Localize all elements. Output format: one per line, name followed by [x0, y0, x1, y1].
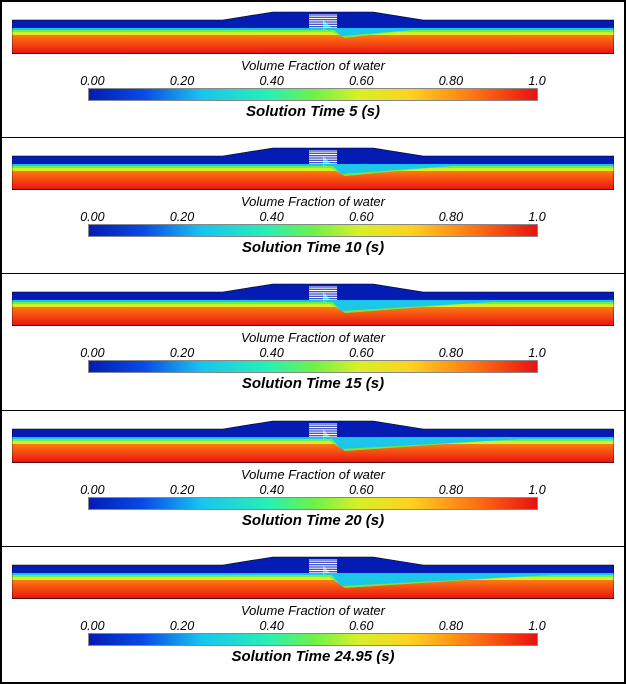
solution-time-label: Solution Time 5 (s): [246, 103, 380, 120]
colorbar: [88, 633, 539, 646]
legend-tick: 0.00: [80, 210, 104, 224]
time-prefix: Solution Time: [246, 103, 349, 120]
legend: Volume Fraction of water 0.00 0.20 0.40 0.60…: [78, 330, 548, 373]
time-prefix: Solution Time: [242, 239, 345, 256]
legend-ticks: 0.00 0.20 0.40 0.60 0.80 1.0: [78, 346, 548, 360]
legend-tick: 0.00: [80, 483, 104, 497]
legend-tick: 1.0: [528, 346, 545, 360]
legend-tick: 0.40: [259, 619, 283, 633]
solution-time-label: Solution Time 24.95 (s): [231, 648, 394, 665]
legend-tick: 0.20: [170, 74, 194, 88]
legend-tick: 0.80: [439, 346, 463, 360]
legend-tick: 0.00: [80, 74, 104, 88]
legend-title: Volume Fraction of water: [241, 194, 385, 209]
legend-tick: 1.0: [528, 210, 545, 224]
legend: Volume Fraction of water 0.00 0.20 0.40 0.60…: [78, 58, 548, 101]
legend-tick: 0.80: [439, 74, 463, 88]
legend-tick: 0.80: [439, 210, 463, 224]
legend-title: Volume Fraction of water: [241, 603, 385, 618]
panel-1: Volume Fraction of water 0.00 0.20 0.40 0.60…: [2, 138, 624, 274]
legend-title: Volume Fraction of water: [241, 467, 385, 482]
time-suffix: (s): [357, 103, 380, 120]
time-suffix: (s): [372, 648, 395, 665]
solution-time-label: Solution Time 15 (s): [242, 375, 384, 392]
legend-tick: 0.00: [80, 619, 104, 633]
legend-tick: 0.80: [439, 483, 463, 497]
legend-tick: 0.60: [349, 346, 373, 360]
legend-tick: 0.20: [170, 210, 194, 224]
legend-ticks: 0.00 0.20 0.40 0.60 0.80 1.0: [78, 74, 548, 88]
legend-ticks: 0.00 0.20 0.40 0.60 0.80 1.0: [78, 210, 548, 224]
legend-tick: 0.60: [349, 210, 373, 224]
legend: Volume Fraction of water 0.00 0.20 0.40 0.60…: [78, 467, 548, 510]
time-suffix: (s): [362, 239, 385, 256]
panel-4: Volume Fraction of water 0.00 0.20 0.40 0.60…: [2, 547, 624, 682]
contour-plot: [12, 553, 614, 599]
solution-time-label: Solution Time 10 (s): [242, 239, 384, 256]
legend-title: Volume Fraction of water: [241, 58, 385, 73]
solution-time-label: Solution Time 20 (s): [242, 512, 384, 529]
time-value: 15: [345, 375, 362, 392]
time-suffix: (s): [362, 375, 385, 392]
time-suffix: (s): [362, 512, 385, 529]
legend-tick: 0.60: [349, 483, 373, 497]
legend-tick: 0.40: [259, 346, 283, 360]
contour-plot: [12, 144, 614, 190]
colorbar: [88, 88, 539, 101]
legend-tick: 0.60: [349, 619, 373, 633]
colorbar: [88, 497, 539, 510]
time-prefix: Solution Time: [242, 512, 345, 529]
legend-tick: 0.40: [259, 210, 283, 224]
panel-3: Volume Fraction of water 0.00 0.20 0.40 0.60…: [2, 411, 624, 547]
contour-plot: [12, 417, 614, 463]
contour-plot: [12, 8, 614, 54]
colorbar: [88, 224, 539, 237]
legend: Volume Fraction of water 0.00 0.20 0.40 0.60…: [78, 603, 548, 646]
colorbar: [88, 360, 539, 373]
figure-container: Volume Fraction of water 0.00 0.20 0.40 0.60…: [0, 0, 626, 684]
legend-ticks: 0.00 0.20 0.40 0.60 0.80 1.0: [78, 483, 548, 497]
legend-tick: 0.00: [80, 346, 104, 360]
legend-tick: 0.20: [170, 483, 194, 497]
legend-tick: 0.60: [349, 74, 373, 88]
legend-tick: 0.80: [439, 619, 463, 633]
time-value: 10: [345, 239, 362, 256]
legend-tick: 1.0: [528, 483, 545, 497]
legend-tick: 0.40: [259, 74, 283, 88]
legend-title: Volume Fraction of water: [241, 330, 385, 345]
time-prefix: Solution Time: [231, 648, 334, 665]
panel-0: Volume Fraction of water 0.00 0.20 0.40 0.60…: [2, 2, 624, 138]
time-value: 20: [345, 512, 362, 529]
legend-tick: 0.20: [170, 346, 194, 360]
legend-tick: 1.0: [528, 74, 545, 88]
time-value: 24.95: [335, 648, 373, 665]
legend-tick: 0.40: [259, 483, 283, 497]
contour-plot: [12, 280, 614, 326]
legend-tick: 1.0: [528, 619, 545, 633]
legend: Volume Fraction of water 0.00 0.20 0.40 0.60…: [78, 194, 548, 237]
panel-2: Volume Fraction of water 0.00 0.20 0.40 0.60…: [2, 274, 624, 410]
legend-tick: 0.20: [170, 619, 194, 633]
time-prefix: Solution Time: [242, 375, 345, 392]
legend-ticks: 0.00 0.20 0.40 0.60 0.80 1.0: [78, 619, 548, 633]
